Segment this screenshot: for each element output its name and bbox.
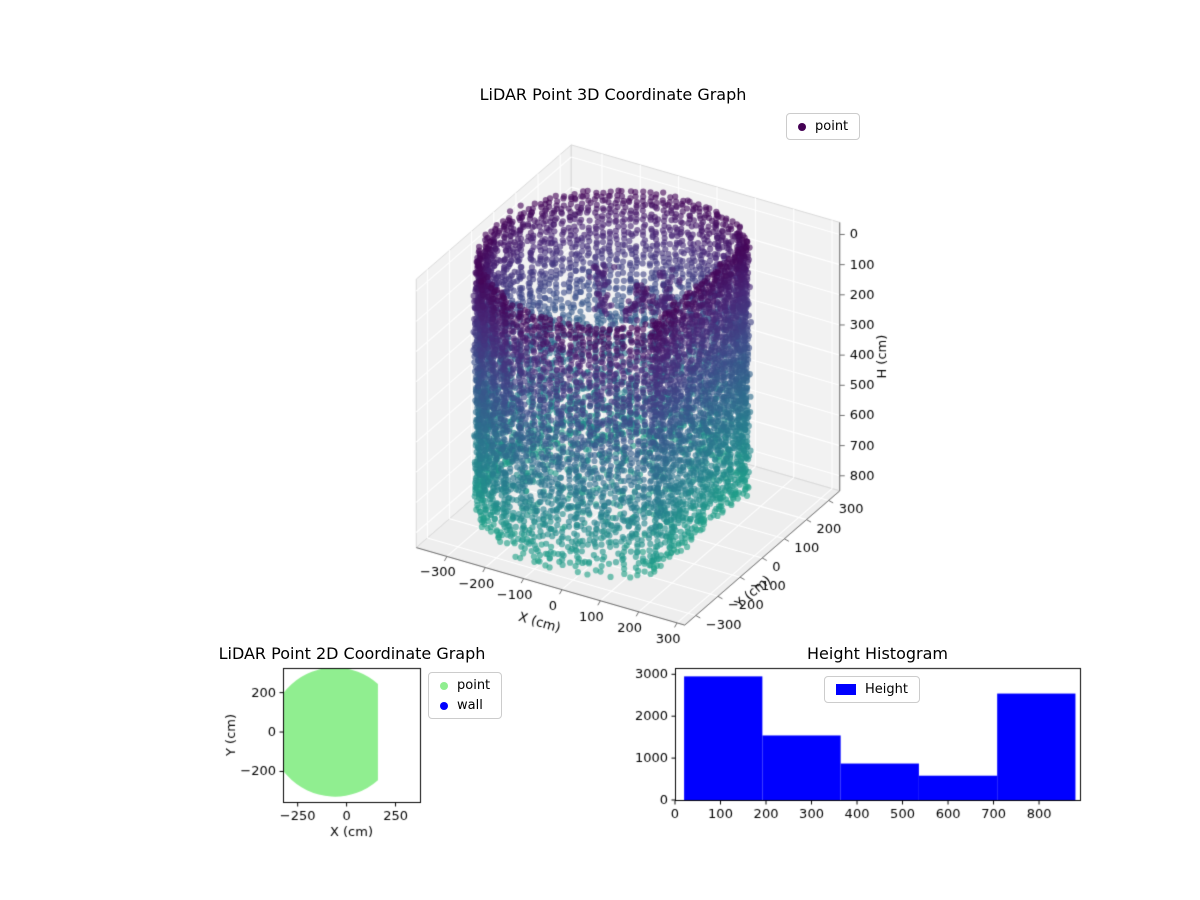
plot3d-title: LiDAR Point 3D Coordinate Graph [479, 85, 747, 104]
legend-label: point [457, 678, 491, 693]
plot3d-legend: point [786, 113, 861, 140]
point-marker-icon [440, 681, 448, 690]
plot3d-canvas [320, 100, 920, 660]
plot2d-legend: point wall [428, 672, 503, 719]
wall-marker-icon [440, 701, 448, 710]
legend-item-height: Height [836, 682, 908, 697]
histogram-title: Height Histogram [807, 644, 948, 663]
legend-item-point: point [798, 119, 848, 134]
plot2d-canvas [220, 645, 450, 845]
legend-item-wall: wall [440, 698, 490, 713]
legend-label: point [815, 119, 849, 134]
legend-label: Height [865, 682, 908, 697]
histogram-canvas [610, 645, 1130, 845]
legend-label: wall [457, 698, 483, 713]
legend-item-point: point [440, 678, 490, 693]
plot2d-title: LiDAR Point 2D Coordinate Graph [218, 644, 486, 663]
point-marker-icon [798, 122, 806, 131]
height-patch-icon [836, 684, 856, 695]
histogram-legend: Height [824, 676, 920, 703]
